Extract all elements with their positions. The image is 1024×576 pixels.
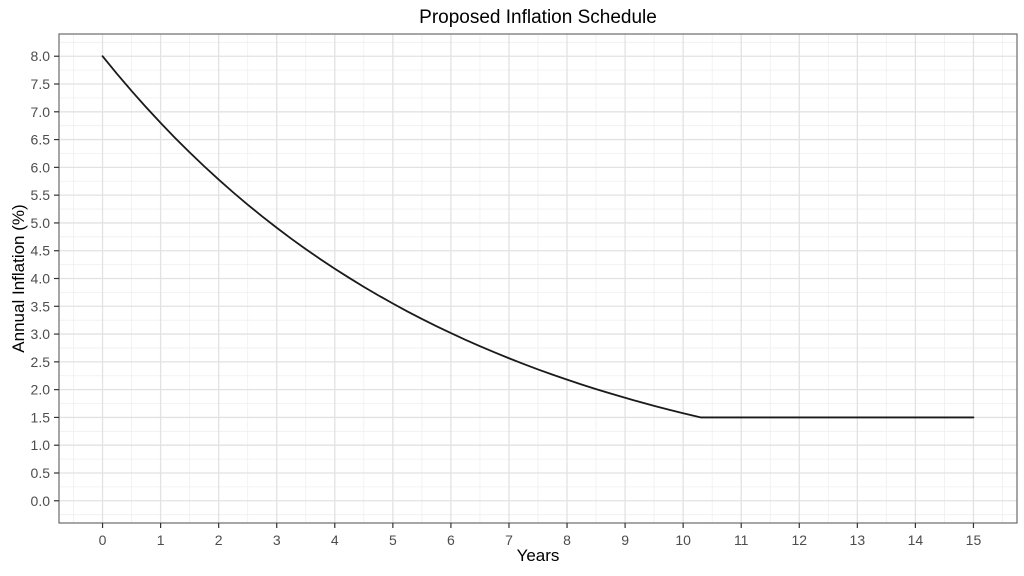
plot-series bbox=[101, 55, 975, 419]
chart-title: Proposed Inflation Schedule bbox=[419, 7, 657, 28]
x-axis-tick-label: 0 bbox=[99, 532, 107, 548]
x-axis-tick-label: 11 bbox=[734, 532, 749, 548]
x-axis-tick-label: 13 bbox=[850, 532, 866, 548]
y-axis-tick-label: 1.5 bbox=[31, 409, 51, 425]
y-axis-tick-label: 2.0 bbox=[31, 382, 51, 398]
y-axis-tick-label: 8.0 bbox=[31, 48, 51, 64]
y-axis-tick-label: 0.0 bbox=[31, 493, 51, 509]
y-axis-tick-label: 6.0 bbox=[31, 159, 51, 175]
x-axis-tick-label: 9 bbox=[621, 532, 629, 548]
y-axis-tick-label: 4.0 bbox=[31, 271, 51, 287]
y-axis-tick-label: 3.5 bbox=[31, 298, 51, 314]
x-axis-tick-label: 4 bbox=[331, 532, 339, 548]
x-axis-tick-label: 10 bbox=[675, 532, 691, 548]
x-axis-tick-label: 2 bbox=[215, 532, 223, 548]
x-axis-title: Years bbox=[517, 546, 560, 565]
x-axis-tick-label: 8 bbox=[563, 532, 571, 548]
y-axis-tick-label: 5.0 bbox=[31, 215, 51, 231]
x-axis-tick-label: 12 bbox=[791, 532, 807, 548]
x-axis-tick-label: 1 bbox=[157, 532, 165, 548]
x-axis-tick-label: 15 bbox=[966, 532, 982, 548]
y-axis-tick-label: 1.0 bbox=[31, 437, 51, 453]
x-axis-tick-label: 5 bbox=[389, 532, 397, 548]
y-axis-tick-label: 5.5 bbox=[31, 187, 51, 203]
y-axis-tick-label: 0.5 bbox=[31, 465, 51, 481]
major-gridlines bbox=[59, 34, 1017, 523]
y-axis-title: Annual Inflation (%) bbox=[9, 204, 28, 352]
x-axis-tick-label: 7 bbox=[505, 532, 513, 548]
y-axis-tick-label: 7.5 bbox=[31, 76, 51, 92]
x-axis-tick-label: 14 bbox=[908, 532, 924, 548]
x-axis-tick-label: 3 bbox=[273, 532, 281, 548]
y-axis-tick-label: 6.5 bbox=[31, 132, 51, 148]
axis-tick-marks bbox=[54, 55, 975, 528]
y-axis-tick-label: 4.5 bbox=[31, 243, 51, 259]
inflation-line bbox=[101, 55, 975, 419]
y-axis-tick-label: 2.5 bbox=[31, 354, 51, 370]
y-axis-tick-label: 7.0 bbox=[31, 104, 51, 120]
x-axis-tick-label: 6 bbox=[447, 532, 455, 548]
axis-tick-labels: 0 1 2 3 4 5 6 7 8 9 10 11 12 13 14 158.07.57.06.56.05.5… bbox=[31, 48, 982, 548]
y-axis-tick-label: 3.0 bbox=[31, 326, 51, 342]
